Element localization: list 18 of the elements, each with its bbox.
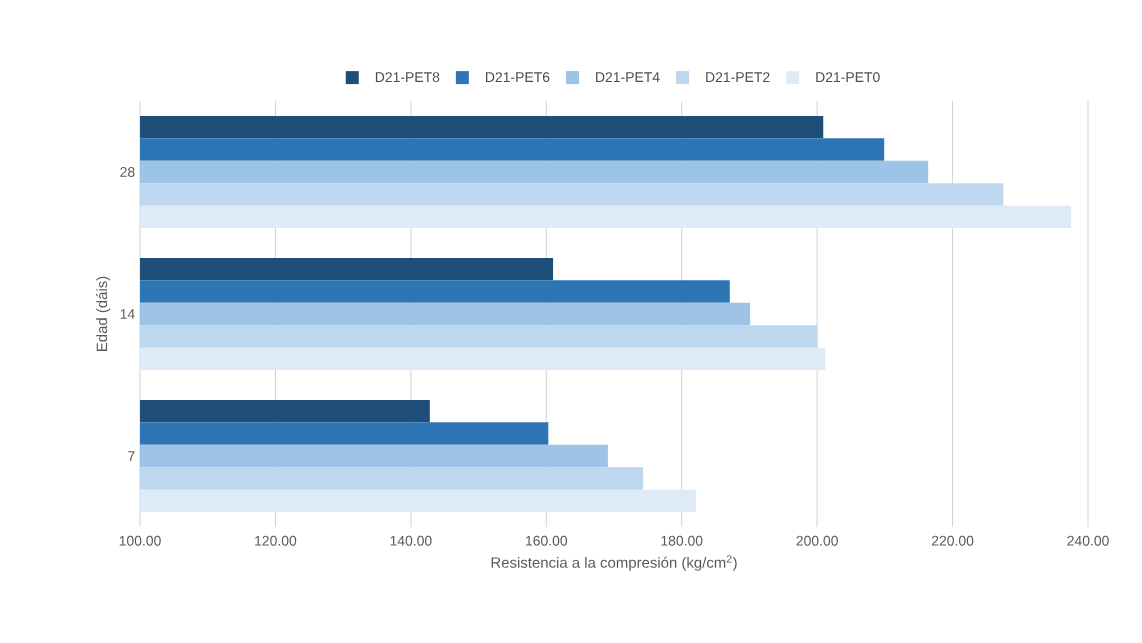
x-tick-label: 120.00 — [255, 535, 297, 546]
legend-label: D21-PET2 — [706, 72, 770, 82]
x-tick-label: 200.00 — [796, 535, 838, 546]
x-tick-label: 100.00 — [119, 535, 161, 546]
legend-label: D21-PET4 — [596, 72, 660, 82]
y-tick-label: 28 — [120, 167, 135, 177]
x-tick-label: 180.00 — [661, 535, 703, 546]
legend-label: D21-PET8 — [375, 72, 440, 83]
y-tick-label: 14 — [120, 309, 135, 319]
legend-label: D21-PET0 — [816, 72, 880, 83]
y-axis-title: Edad (dáis) — [96, 276, 111, 351]
x-tick-label: 240.00 — [1067, 535, 1109, 546]
x-tick-label: 160.00 — [526, 535, 568, 546]
y-tick-label: 7 — [128, 451, 135, 461]
x-tick-label: 220.00 — [931, 535, 974, 546]
x-axis-title: Resistencia a la compresión (kg/cm$^{2}$) — [491, 555, 737, 571]
legend-label: D21-PET6 — [485, 72, 550, 83]
x-tick-label: 140.00 — [390, 535, 432, 546]
